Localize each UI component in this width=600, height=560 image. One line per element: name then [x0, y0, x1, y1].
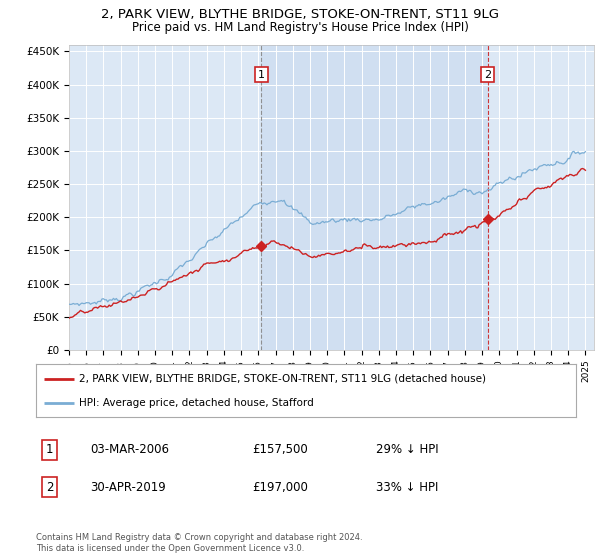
Text: £197,000: £197,000: [252, 480, 308, 494]
Text: 03-MAR-2006: 03-MAR-2006: [90, 444, 169, 456]
Text: 29% ↓ HPI: 29% ↓ HPI: [376, 444, 439, 456]
Text: 2, PARK VIEW, BLYTHE BRIDGE, STOKE-ON-TRENT, ST11 9LG: 2, PARK VIEW, BLYTHE BRIDGE, STOKE-ON-TR…: [101, 8, 499, 21]
Text: 2: 2: [484, 69, 491, 80]
Text: £157,500: £157,500: [252, 444, 308, 456]
Text: 1: 1: [46, 444, 53, 456]
Bar: [261, 45, 488, 350]
Text: Contains HM Land Registry data © Crown copyright and database right 2024.
This d: Contains HM Land Registry data © Crown c…: [36, 533, 362, 553]
Text: 2, PARK VIEW, BLYTHE BRIDGE, STOKE-ON-TRENT, ST11 9LG (detached house): 2, PARK VIEW, BLYTHE BRIDGE, STOKE-ON-TR…: [79, 374, 486, 384]
Text: 2: 2: [46, 480, 53, 494]
Text: Price paid vs. HM Land Registry's House Price Index (HPI): Price paid vs. HM Land Registry's House …: [131, 21, 469, 34]
Text: 33% ↓ HPI: 33% ↓ HPI: [376, 480, 439, 494]
Text: 1: 1: [258, 69, 265, 80]
Text: 30-APR-2019: 30-APR-2019: [90, 480, 166, 494]
Text: HPI: Average price, detached house, Stafford: HPI: Average price, detached house, Staf…: [79, 398, 314, 408]
